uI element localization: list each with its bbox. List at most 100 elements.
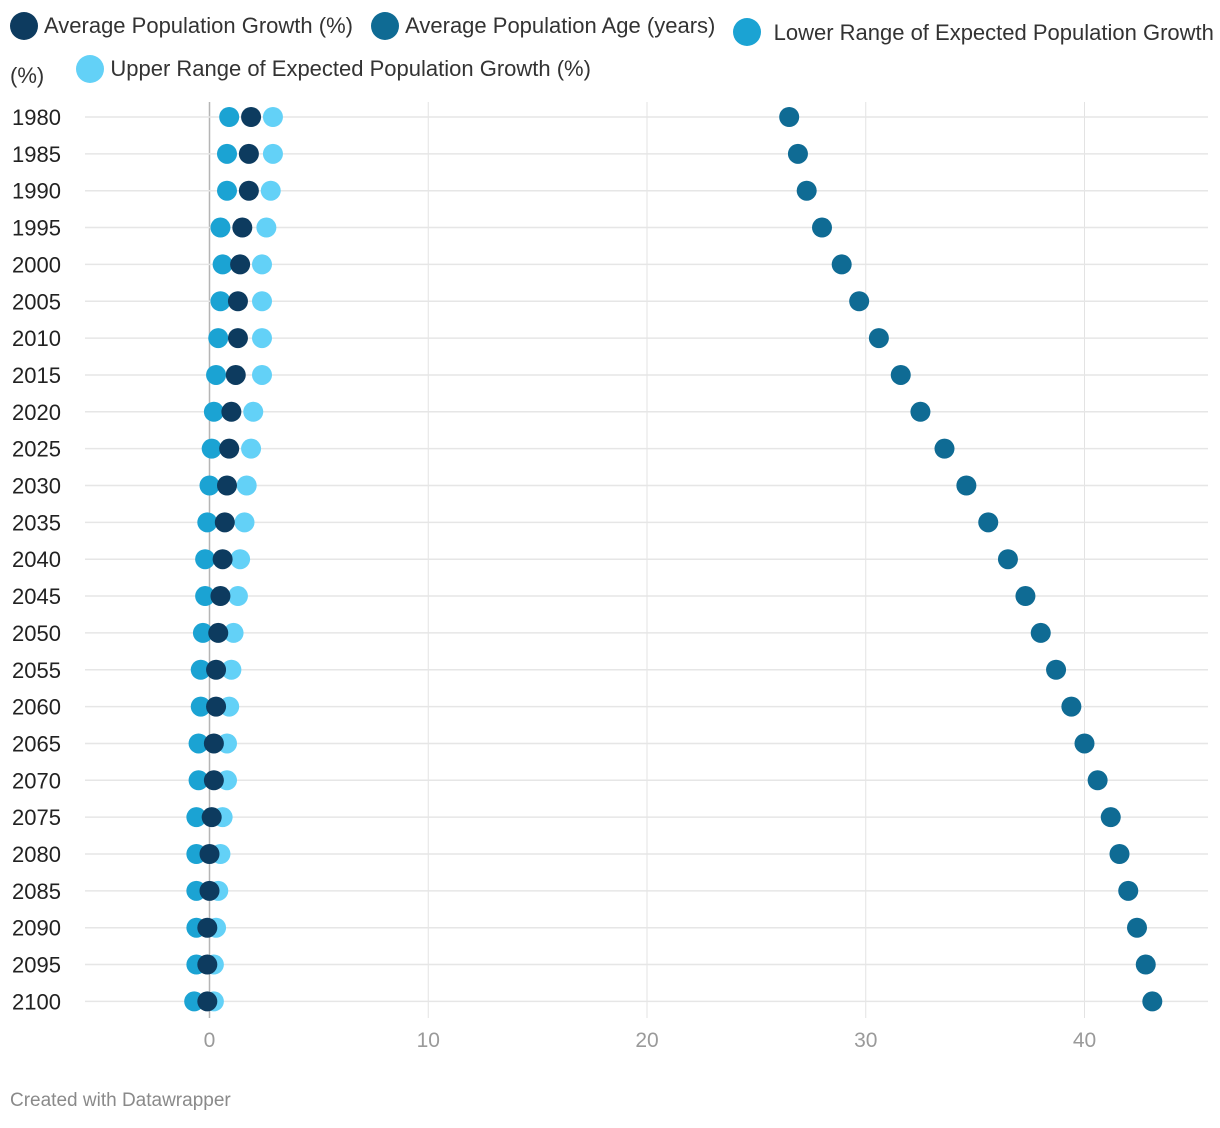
row-label-2060: 2060 <box>12 695 61 720</box>
dot-avg-growth-2035 <box>214 512 235 533</box>
dot-avg-growth-2000 <box>230 254 251 275</box>
dot-avg-growth-2065 <box>203 733 224 754</box>
dot-avg-growth-1985 <box>238 143 259 164</box>
row-label-2025: 2025 <box>12 437 61 462</box>
dot-avg-growth-2020 <box>221 401 242 422</box>
dot-avg-age-2015 <box>890 364 911 385</box>
dot-upper-range-2050 <box>223 622 244 643</box>
dot-avg-growth-2045 <box>210 586 231 607</box>
row-label-2000: 2000 <box>12 252 61 277</box>
dot-avg-growth-1980 <box>241 107 262 127</box>
legend-swatch-upper-range <box>76 55 105 83</box>
row-label-1995: 1995 <box>12 216 61 241</box>
dot-upper-range-1980 <box>262 107 283 127</box>
dot-lower-range-2055 <box>190 659 211 680</box>
row-label-1980: 1980 <box>12 105 61 130</box>
row-label-2055: 2055 <box>12 658 61 683</box>
row-label-2035: 2035 <box>12 510 61 535</box>
row-label-2100: 2100 <box>12 989 61 1014</box>
chart-legend: Average Population Growth (%) Average Po… <box>10 8 1215 94</box>
dot-avg-age-2065 <box>1074 733 1095 754</box>
dot-avg-age-2055 <box>1046 659 1067 680</box>
dot-lower-range-2075 <box>186 807 207 828</box>
x-tick-label-0: 0 <box>204 1029 216 1052</box>
dot-avg-age-2075 <box>1100 807 1121 828</box>
dot-upper-range-2015 <box>252 364 272 385</box>
dot-lower-range-2015 <box>206 364 227 385</box>
dot-lower-range-2030 <box>199 475 220 496</box>
dot-avg-age-2045 <box>1015 586 1036 607</box>
dot-avg-age-2085 <box>1118 880 1139 901</box>
dot-avg-age-1985 <box>787 143 808 164</box>
dot-avg-age-2100 <box>1142 991 1163 1012</box>
legend-item-avg-growth[interactable]: Average Population Growth (%) <box>10 8 353 44</box>
row-label-2070: 2070 <box>12 768 61 793</box>
dot-avg-age-2025 <box>934 438 955 459</box>
dot-avg-growth-2040 <box>212 549 233 570</box>
dot-lower-range-2070 <box>188 770 209 791</box>
row-label-2075: 2075 <box>12 805 61 830</box>
dot-avg-age-2020 <box>910 401 931 422</box>
dot-avg-age-2070 <box>1087 770 1108 791</box>
dot-upper-range-1990 <box>260 180 281 201</box>
row-label-2020: 2020 <box>12 400 61 425</box>
dot-avg-growth-2100 <box>197 991 218 1012</box>
dot-avg-age-2080 <box>1109 844 1130 864</box>
dot-upper-range-2000 <box>252 254 272 275</box>
dot-avg-age-2095 <box>1135 954 1156 975</box>
x-tick-label-10: 10 <box>417 1029 440 1052</box>
dot-avg-age-2090 <box>1127 917 1147 938</box>
dot-avg-age-2035 <box>978 512 999 533</box>
x-tick-label-20: 20 <box>635 1029 658 1052</box>
dot-avg-growth-2080 <box>199 844 220 864</box>
legend-item-avg-age[interactable]: Average Population Age (years) <box>371 8 715 44</box>
dot-avg-growth-1995 <box>232 217 253 238</box>
row-label-2015: 2015 <box>12 363 61 388</box>
dot-avg-growth-2075 <box>201 807 222 828</box>
dot-upper-range-2005 <box>252 291 272 312</box>
dot-avg-growth-2060 <box>206 696 227 717</box>
row-label-1985: 1985 <box>12 142 61 167</box>
dot-avg-age-2040 <box>997 549 1018 570</box>
row-label-2040: 2040 <box>12 547 61 572</box>
row-label-2080: 2080 <box>12 842 61 867</box>
dot-lower-range-2045 <box>195 586 216 607</box>
dot-lower-range-2065 <box>188 733 209 754</box>
dot-lower-range-2060 <box>190 696 211 717</box>
dot-lower-range-2005 <box>210 291 231 312</box>
dot-upper-range-2055 <box>221 659 242 680</box>
dot-lower-range-2050 <box>192 622 213 643</box>
legend-item-lower-range[interactable]: Lower Range of Expected Population Growt… <box>10 18 1214 88</box>
row-label-2090: 2090 <box>12 916 61 941</box>
dot-upper-range-2040 <box>230 549 251 570</box>
row-label-2030: 2030 <box>12 474 61 499</box>
dot-lower-range-2025 <box>201 438 222 459</box>
dot-avg-growth-2030 <box>217 475 237 496</box>
dot-upper-range-2020 <box>243 401 264 422</box>
legend-item-upper-range[interactable]: Upper Range of Expected Population Growt… <box>76 51 591 87</box>
dot-lower-range-2035 <box>197 512 218 533</box>
row-label-2005: 2005 <box>12 289 61 314</box>
row-label-2050: 2050 <box>12 621 61 646</box>
dot-lower-range-2040 <box>195 549 216 570</box>
dot-avg-growth-2005 <box>227 291 248 312</box>
legend-label-avg-growth: Average Population Growth (%) <box>44 13 353 38</box>
dot-avg-age-2030 <box>956 475 977 496</box>
x-tick-label-30: 30 <box>854 1029 877 1052</box>
dot-avg-age-1990 <box>796 180 817 201</box>
dot-upper-range-1995 <box>256 217 277 238</box>
dot-lower-range-2010 <box>208 328 229 349</box>
dot-avg-growth-2010 <box>227 328 248 349</box>
legend-label-upper-range: Upper Range of Expected Population Growt… <box>110 56 591 81</box>
legend-swatch-lower-range <box>733 18 762 46</box>
x-tick-label-40: 40 <box>1073 1029 1096 1052</box>
dot-upper-range-2045 <box>227 586 248 607</box>
dot-avg-age-2050 <box>1030 622 1051 643</box>
dot-avg-growth-2055 <box>206 659 227 680</box>
row-label-2010: 2010 <box>12 326 61 351</box>
dot-upper-range-2030 <box>236 475 257 496</box>
datawrapper-credit: Created with Datawrapper <box>10 1090 231 1111</box>
dot-avg-growth-1990 <box>238 180 259 201</box>
legend-label-avg-age: Average Population Age (years) <box>405 13 716 38</box>
dot-lower-range-2020 <box>203 401 224 422</box>
